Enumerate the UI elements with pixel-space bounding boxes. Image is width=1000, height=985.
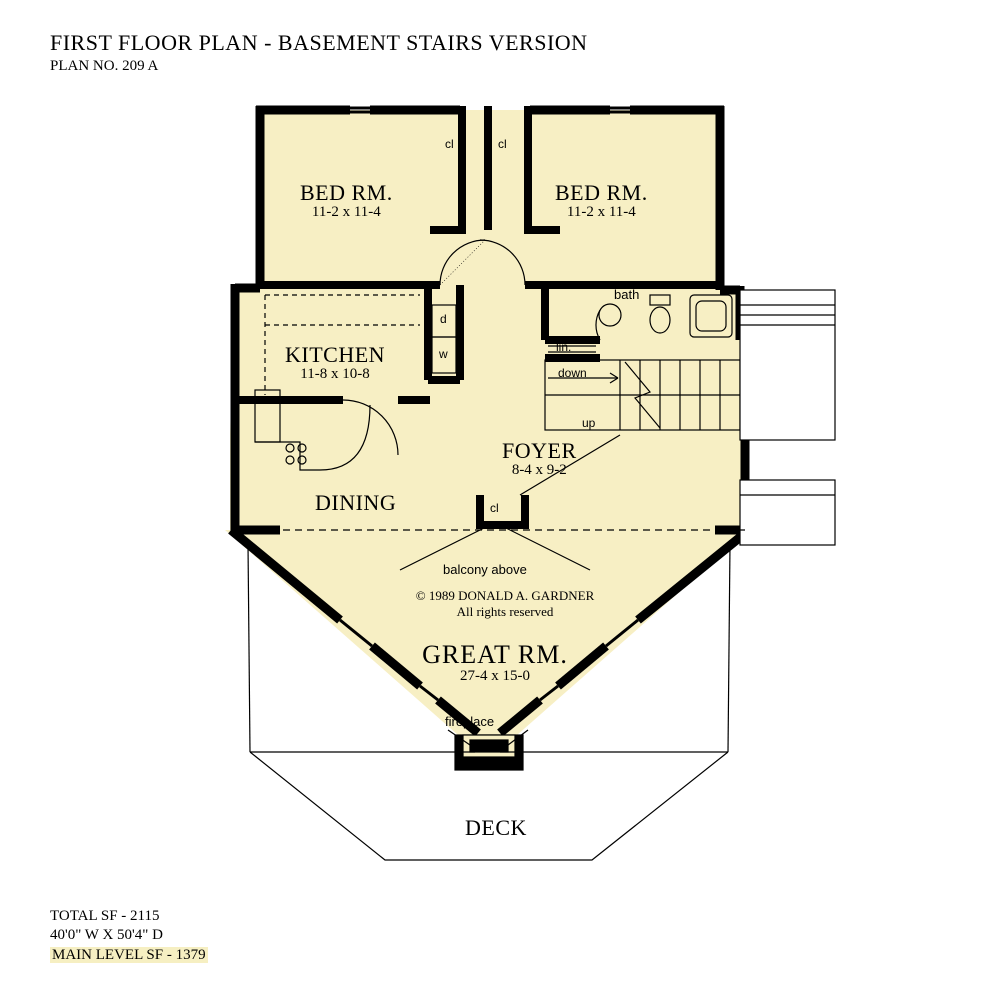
copyright-line2: All rights reserved [355, 604, 655, 620]
stair-up-label: up [582, 416, 595, 430]
foyer-label: FOYER 8-4 x 9-2 [502, 438, 577, 479]
plan-number: PLAN NO. 209 A [50, 58, 588, 75]
dryer-label: d [440, 312, 447, 326]
fireplace-label: fireplace [445, 714, 494, 729]
deck-name: DECK [465, 815, 527, 841]
closet-2-label: cl [498, 137, 507, 151]
floor-plan: BED RM. 11-2 x 11-4 BED RM. 11-2 x 11-4 … [0, 90, 1000, 880]
deck-label: DECK [465, 815, 527, 841]
dining-label: DINING [315, 490, 396, 516]
great-room-name: GREAT RM. [420, 640, 570, 670]
kitchen-name: KITCHEN [285, 342, 385, 368]
balcony-label: balcony above [443, 562, 527, 577]
closet-1-label: cl [445, 137, 454, 151]
bedroom-left-dims: 11-2 x 11-4 [300, 204, 393, 221]
main-level-sf: MAIN LEVEL SF - 1379 [50, 946, 208, 966]
bedroom-right-label: BED RM. 11-2 x 11-4 [555, 180, 648, 221]
floor-plan-svg [0, 90, 1000, 880]
linen-label: lin. [556, 340, 571, 354]
foyer-dims: 8-4 x 9-2 [502, 462, 577, 479]
kitchen-label: KITCHEN 11-8 x 10-8 [285, 342, 385, 383]
bedroom-left-label: BED RM. 11-2 x 11-4 [300, 180, 393, 221]
great-room-label: GREAT RM. 27-4 x 15-0 [420, 640, 570, 685]
total-sf: TOTAL SF - 2115 [50, 907, 208, 927]
stair-down-label: down [558, 366, 587, 380]
page-title: FIRST FLOOR PLAN - BASEMENT STAIRS VERSI… [50, 30, 588, 56]
kitchen-dims: 11-8 x 10-8 [285, 366, 385, 383]
footer: TOTAL SF - 2115 40'0" W X 50'4" D MAIN L… [50, 907, 208, 966]
bedroom-left-name: BED RM. [300, 180, 393, 206]
dining-name: DINING [315, 490, 396, 516]
bedroom-right-dims: 11-2 x 11-4 [555, 204, 648, 221]
copyright-line1: © 1989 DONALD A. GARDNER [355, 588, 655, 604]
copyright-block: © 1989 DONALD A. GARDNER All rights rese… [355, 588, 655, 620]
dimensions: 40'0" W X 50'4" D [50, 926, 208, 946]
closet-3-label: cl [490, 501, 499, 515]
bedroom-right-name: BED RM. [555, 180, 648, 206]
foyer-name: FOYER [502, 438, 577, 464]
great-room-dims: 27-4 x 15-0 [420, 668, 570, 685]
bath-label: bath [614, 287, 639, 302]
washer-label: w [439, 347, 448, 361]
